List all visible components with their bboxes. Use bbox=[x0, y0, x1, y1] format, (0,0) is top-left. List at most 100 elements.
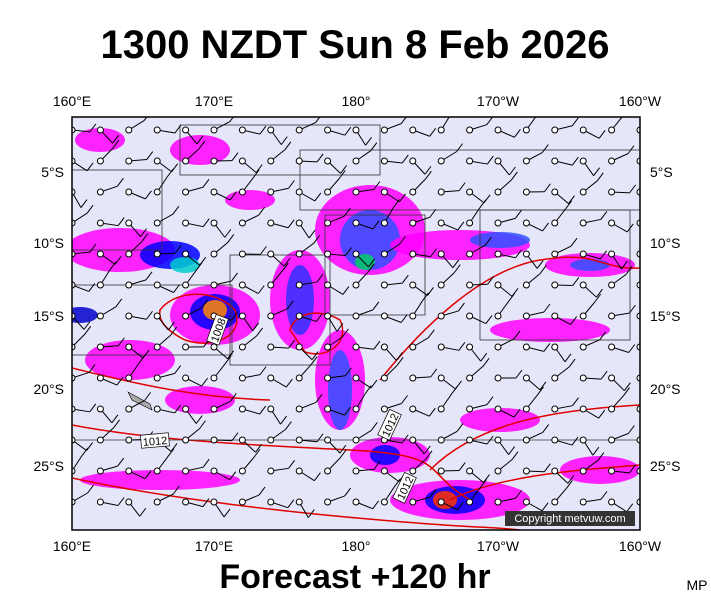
barb-station bbox=[494, 219, 502, 227]
wind-barb bbox=[210, 355, 232, 382]
barb-station bbox=[380, 374, 388, 382]
barb-flag bbox=[370, 379, 378, 389]
barb-flag bbox=[196, 135, 204, 145]
barb-station bbox=[210, 343, 218, 351]
barb-flag bbox=[424, 165, 432, 175]
barb-flag bbox=[456, 423, 464, 432]
isobar bbox=[379, 256, 640, 381]
barb-station bbox=[608, 157, 616, 165]
barb-flag bbox=[484, 236, 492, 246]
barb-staff bbox=[639, 222, 640, 223]
barb-flag bbox=[657, 438, 663, 446]
barb-station bbox=[153, 188, 161, 196]
barb-station bbox=[466, 498, 474, 506]
barb-station bbox=[267, 250, 275, 258]
wind-barb bbox=[153, 365, 182, 382]
barb-station bbox=[295, 188, 303, 196]
barb-flag bbox=[425, 450, 433, 460]
barb-station bbox=[182, 126, 190, 134]
barb-station bbox=[96, 219, 104, 227]
barb-flag bbox=[627, 425, 635, 434]
barb-flag bbox=[427, 287, 434, 296]
barb-flag bbox=[513, 330, 521, 340]
barb-flag bbox=[649, 354, 655, 362]
wind-barb bbox=[238, 327, 264, 351]
barb-station bbox=[238, 343, 246, 351]
barb-station bbox=[324, 126, 332, 134]
barb-flag bbox=[259, 246, 267, 255]
barb-flag bbox=[395, 352, 403, 361]
barb-flag bbox=[451, 107, 457, 115]
wind-barb bbox=[466, 199, 487, 227]
barb-station bbox=[295, 281, 303, 289]
barb-station bbox=[522, 498, 530, 506]
wind-barb bbox=[352, 301, 380, 320]
barb-flag bbox=[373, 340, 381, 350]
wind-barb bbox=[153, 312, 175, 331]
barb-station bbox=[96, 157, 104, 165]
barb-flag bbox=[600, 250, 607, 260]
wind-barb bbox=[153, 168, 174, 196]
barb-flag bbox=[485, 315, 493, 324]
barb-station bbox=[267, 188, 275, 196]
barb-station bbox=[324, 498, 332, 506]
barb-flag bbox=[396, 357, 404, 366]
wind-barb bbox=[466, 435, 494, 445]
barb-station bbox=[466, 467, 474, 475]
precip-area bbox=[85, 340, 175, 380]
wind-barb bbox=[352, 250, 375, 268]
barb-station bbox=[352, 374, 360, 382]
wind-barb bbox=[380, 154, 409, 165]
barb-flag bbox=[653, 481, 659, 489]
barb-flag bbox=[280, 415, 287, 425]
barb-station bbox=[466, 374, 474, 382]
wind-barb bbox=[579, 436, 600, 456]
barb-flag bbox=[87, 484, 94, 494]
wind-barb bbox=[409, 368, 438, 382]
barb-flag bbox=[342, 286, 350, 295]
barb-flag bbox=[423, 445, 431, 455]
precip-area bbox=[328, 350, 352, 430]
barb-staff bbox=[639, 501, 640, 502]
barb-flag bbox=[116, 376, 124, 386]
copyright: Copyright metvuw.com bbox=[514, 513, 625, 525]
barb-station bbox=[125, 157, 133, 165]
barb-flag bbox=[365, 136, 372, 146]
barb-station bbox=[352, 436, 360, 444]
barb-station bbox=[153, 343, 161, 351]
wind-barb bbox=[494, 293, 515, 320]
barb-flag bbox=[201, 299, 209, 309]
wind-barb bbox=[522, 183, 551, 196]
barb-flag bbox=[570, 316, 578, 325]
wind-barb bbox=[551, 156, 579, 166]
region-box bbox=[299, 149, 640, 211]
wind-barb bbox=[125, 392, 152, 413]
barb-flag bbox=[344, 406, 351, 416]
wind-barb bbox=[295, 219, 316, 239]
wind-barb bbox=[409, 248, 438, 258]
precip-area bbox=[470, 232, 530, 248]
barb-flag bbox=[146, 310, 153, 320]
wind-barb bbox=[437, 182, 466, 196]
barb-flag bbox=[513, 408, 521, 418]
barb-flag bbox=[456, 143, 463, 152]
barb-station bbox=[437, 436, 445, 444]
wind-barb bbox=[494, 405, 521, 418]
wind-barb bbox=[380, 395, 408, 413]
wind-barb bbox=[437, 498, 464, 511]
barb-flag bbox=[570, 237, 578, 247]
barb-flag bbox=[89, 403, 97, 413]
wind-barb bbox=[267, 219, 295, 229]
wind-barb bbox=[352, 422, 378, 444]
barb-station bbox=[466, 188, 474, 196]
wind-barb bbox=[295, 467, 321, 482]
barb-station bbox=[466, 405, 474, 413]
wind-barb bbox=[125, 310, 153, 320]
wind-barb bbox=[324, 207, 351, 227]
barb-station bbox=[324, 374, 332, 382]
wind-barb bbox=[238, 246, 267, 258]
top-axis-label: 170°E bbox=[195, 93, 233, 109]
wind-barb bbox=[466, 276, 494, 289]
barb-flag bbox=[344, 126, 352, 136]
wind-barb bbox=[551, 312, 578, 326]
